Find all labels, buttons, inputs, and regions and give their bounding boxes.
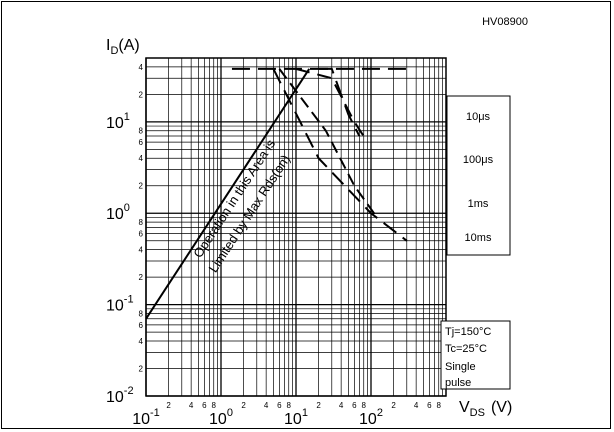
legend-item-2: 100μs — [463, 154, 494, 166]
x-tick-exponent: 2 — [377, 407, 383, 419]
x-minor-tick-label: 2 — [391, 401, 396, 410]
x-minor-tick-label: 8 — [212, 401, 217, 410]
rds-on-limit-line — [145, 68, 311, 320]
x-tick-base: 10 — [132, 411, 150, 428]
x-minor-tick-label: 4 — [339, 401, 344, 410]
x-minor-tick-label: 6 — [352, 401, 357, 410]
y-major-tick-label: 10-2 — [106, 385, 134, 406]
x-minor-tick-label: 6 — [277, 401, 282, 410]
y-axis-title: ID(A) — [106, 37, 140, 57]
series-line-2 — [295, 67, 369, 143]
legend-items: 10μs 100μs 1ms 10ms — [463, 111, 494, 244]
y-tick-base: 10 — [106, 298, 124, 315]
y-minor-tick-label: 4 — [139, 337, 144, 346]
y-major-tick-label: 100 — [106, 202, 130, 223]
legend-box-pulses — [446, 95, 511, 256]
x-major-tick-label: 101 — [284, 407, 308, 428]
y-minor-tick-label: 8 — [139, 309, 144, 318]
y-tick-exponent: -1 — [124, 294, 134, 306]
y-minor-tick-label: 6 — [139, 230, 144, 239]
y-minor-tick-label: 2 — [139, 273, 144, 282]
x-axis-title-sub: DS — [470, 407, 485, 419]
plot-border — [145, 57, 447, 397]
y-tick-exponent: 0 — [124, 202, 130, 214]
legend-condition-1: Tj=150°C — [445, 326, 491, 338]
legend-item-4: 10ms — [465, 232, 492, 244]
x-minor-tick-label: 2 — [241, 401, 246, 410]
y-tick-base: 10 — [106, 206, 124, 223]
x-tick-base: 10 — [359, 411, 377, 428]
x-minor-tick-label: 6 — [427, 401, 432, 410]
x-axis-title: VDS (V) — [459, 399, 512, 419]
x-minor-tick-label: 2 — [316, 401, 321, 410]
y-major-tick-label: 10-1 — [106, 294, 134, 315]
x-minor-tick-label: 8 — [437, 401, 442, 410]
legend: 10μs 100μs 1ms 10ms Tj=150°C Tc=25°C Single pu… — [440, 95, 511, 390]
series-layer — [231, 67, 408, 242]
series-line-3 — [278, 68, 378, 219]
x-axis-title-unit: (V) — [491, 399, 512, 416]
x-tick-base: 10 — [284, 411, 302, 428]
x-minor-tick-label: 8 — [287, 401, 292, 410]
x-tick-base: 10 — [209, 411, 227, 428]
y-minor-tick-label: 4 — [139, 246, 144, 255]
x-minor-tick-label: 8 — [362, 401, 367, 410]
y-minor-tick-label: 2 — [139, 90, 144, 99]
y-minor-tick-label: 2 — [139, 364, 144, 373]
x-tick-exponent: 0 — [227, 407, 233, 419]
y-major-tick-label: 101 — [106, 111, 130, 132]
y-axis-title-main: I — [106, 37, 110, 54]
x-minor-tick-label: 2 — [166, 401, 171, 410]
legend-conditions: Tj=150°C Tc=25°C Single pulse — [445, 326, 491, 389]
y-axis-title-sub: D — [110, 45, 118, 57]
y-minor-tick-label: 8 — [139, 127, 144, 136]
x-major-tick-label: 100 — [209, 407, 233, 428]
legend-condition-4: pulse — [445, 377, 471, 389]
x-tick-exponent: 1 — [302, 407, 308, 419]
legend-item-1: 10μs — [466, 111, 491, 123]
legend-condition-2: Tc=25°C — [445, 343, 487, 355]
y-axis-title-unit: (A) — [118, 37, 139, 54]
legend-condition-3: Single — [445, 361, 476, 373]
x-major-tick-label: 10-1 — [132, 407, 160, 428]
y-minor-tick-label: 4 — [139, 63, 144, 72]
y-tick-base: 10 — [106, 389, 124, 406]
limit-annotation: Operation in this Area is Limited by Max… — [190, 136, 293, 275]
x-minor-tick-label: 6 — [202, 401, 207, 410]
x-axis-title-main: V — [459, 399, 470, 416]
x-minor-tick-label: 4 — [264, 401, 269, 410]
series-line-4 — [272, 68, 408, 242]
y-minor-tick-label: 6 — [139, 321, 144, 330]
y-tick-base: 10 — [106, 115, 124, 132]
chart-code: HV08900 — [482, 16, 528, 28]
y-minor-tick-label: 2 — [139, 182, 144, 191]
y-tick-exponent: -2 — [124, 385, 134, 397]
legend-item-3: 1ms — [468, 198, 489, 210]
y-minor-tick-label: 6 — [139, 138, 144, 147]
x-minor-tick-label: 4 — [189, 401, 194, 410]
y-minor-tick-label: 4 — [139, 154, 144, 163]
x-tick-exponent: -1 — [150, 407, 160, 419]
x-major-tick-label: 102 — [359, 407, 383, 428]
x-minor-tick-label: 4 — [414, 401, 419, 410]
y-tick-exponent: 1 — [124, 111, 130, 123]
legend-box-conditions — [440, 320, 511, 390]
y-minor-tick-label: 8 — [139, 218, 144, 227]
